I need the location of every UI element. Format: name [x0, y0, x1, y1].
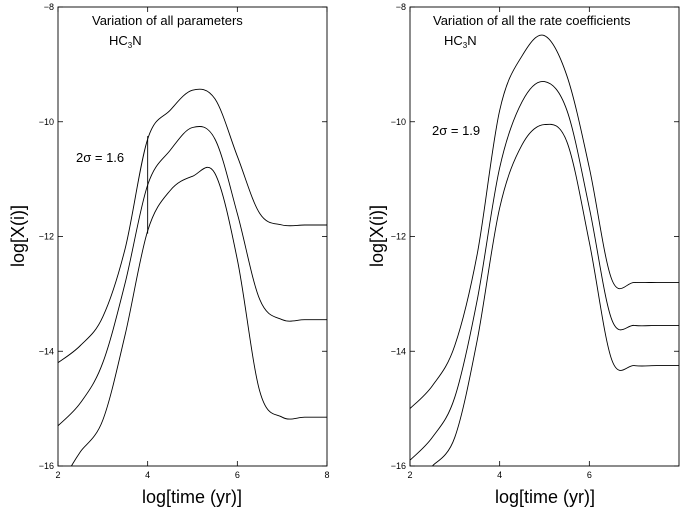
abundance-curve-3: [71, 166, 327, 467]
x-tick-label: 8: [324, 470, 329, 480]
x-tick-label: 4: [145, 470, 150, 480]
abundance-curve-2: [409, 81, 679, 461]
abundance-curve-1: [57, 88, 327, 364]
plot-frame-right: [409, 6, 680, 467]
y-ticks-left: −16 −14 −12 −10 −8: [39, 2, 327, 471]
sigma-annotation-right: 2σ = 1.9: [432, 123, 480, 138]
x-ticks-left: 2 4 6 8: [55, 7, 330, 480]
species-label-right: HC3N: [444, 33, 477, 50]
y-tick-label: −16: [391, 461, 406, 471]
sigma-annotation-left: 2σ = 1.6: [76, 150, 124, 165]
abundance-curve-3: [432, 123, 679, 467]
y-tick-label: −16: [39, 461, 54, 471]
y-tick-label: −14: [39, 346, 54, 356]
x-tick-label: 6: [235, 470, 240, 480]
curves-left: [57, 88, 327, 467]
abundance-curve-2: [57, 126, 327, 427]
y-axis-label-left: log[X(i)]: [8, 205, 28, 267]
x-ticks-right: 2 4 6: [407, 7, 592, 480]
plot-frame-left: [57, 6, 328, 467]
y-tick-label: −14: [391, 346, 406, 356]
x-axis-label-right: log[time (yr)]: [495, 487, 595, 507]
y-tick-label: −8: [44, 2, 54, 12]
x-tick-label: 4: [497, 470, 502, 480]
x-tick-label: 2: [407, 470, 412, 480]
y-tick-label: −10: [39, 117, 54, 127]
species-label-left: HC3N: [109, 33, 142, 50]
y-tick-label: −10: [391, 117, 406, 127]
panel-left: −16 −14 −12 −10 −8 2 4 6 8 Variation of all par…: [8, 2, 330, 507]
y-tick-label: −8: [396, 2, 406, 12]
abundance-curve-1: [409, 34, 679, 409]
y-axis-label-right: log[X(i)]: [367, 205, 387, 267]
panel-title-left: Variation of all parameters: [92, 13, 243, 28]
y-tick-label: −12: [39, 232, 54, 242]
x-axis-label-left: log[time (yr)]: [142, 487, 242, 507]
x-tick-label: 6: [587, 470, 592, 480]
y-ticks-right: −16 −14 −12 −10 −8: [391, 2, 679, 471]
curves-right: [409, 34, 679, 467]
y-tick-label: −12: [391, 232, 406, 242]
x-tick-label: 2: [55, 470, 60, 480]
panel-title-right: Variation of all the rate coefficients: [433, 13, 631, 28]
panel-right: −16 −14 −12 −10 −8 2 4 6 Variation of all the …: [367, 2, 680, 507]
